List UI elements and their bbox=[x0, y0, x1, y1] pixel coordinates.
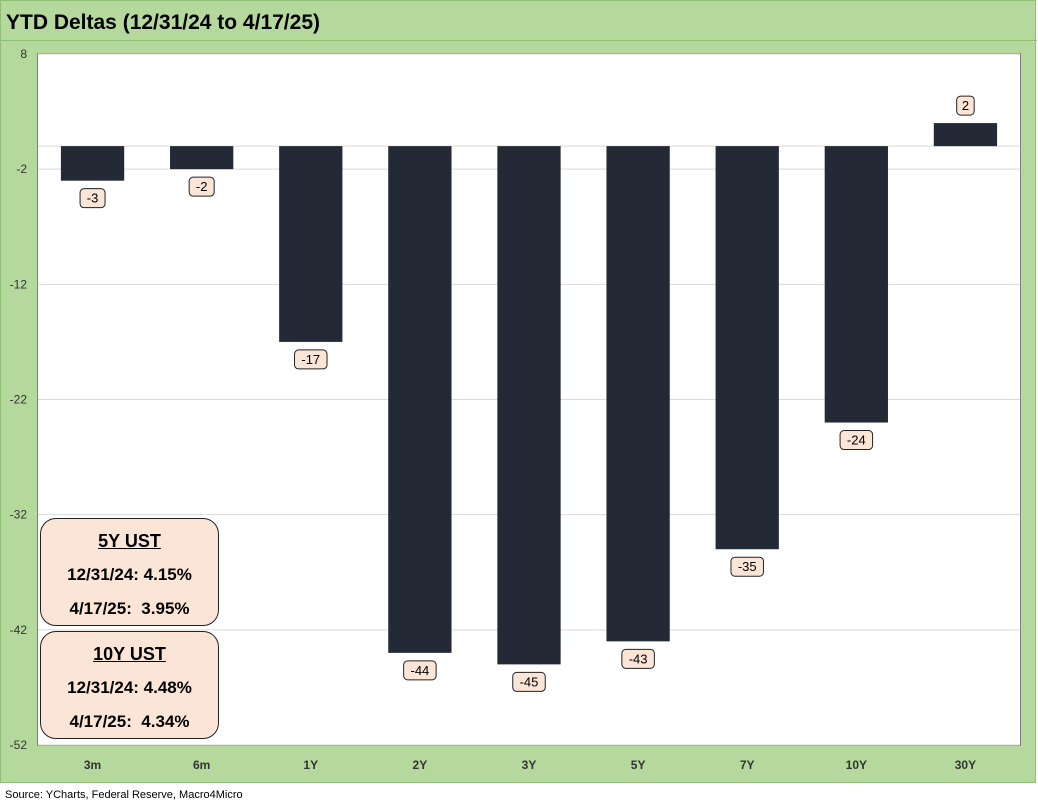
chart-title: YTD Deltas (12/31/24 to 4/17/25) bbox=[6, 11, 320, 34]
y-tick-label: -12 bbox=[10, 277, 28, 291]
data-label: -43 bbox=[629, 651, 648, 666]
x-tick-label: 2Y bbox=[413, 758, 428, 772]
data-label: -2 bbox=[196, 179, 208, 194]
y-tick-label: -32 bbox=[10, 508, 28, 522]
bar bbox=[933, 123, 998, 147]
data-label-box bbox=[839, 430, 874, 451]
bar bbox=[170, 146, 234, 170]
bar bbox=[60, 146, 125, 181]
data-label-box bbox=[79, 188, 106, 209]
x-tick-label: 5Y bbox=[631, 758, 646, 772]
title-divider bbox=[1, 40, 1037, 41]
data-label-box bbox=[730, 556, 764, 577]
data-label: -24 bbox=[847, 433, 866, 448]
y-tick-label: -22 bbox=[10, 393, 28, 407]
chart-svg: 8 -2 -12 -22 -32 -42 -52 3m -3 6m -2 1Y -17 2Y -44 3Y -4… bbox=[10, 47, 1020, 772]
bar bbox=[497, 146, 561, 665]
info-box-10y-line2: 4/17/25: 4.34% bbox=[69, 712, 190, 731]
bar bbox=[715, 146, 779, 550]
y-tick-label: -42 bbox=[10, 623, 28, 637]
x-tick-label: 7Y bbox=[740, 758, 755, 772]
data-label: -44 bbox=[410, 663, 429, 678]
data-label-box bbox=[403, 660, 437, 681]
x-tick-label: 10Y bbox=[846, 758, 867, 772]
info-box-5y-header: 5Y UST bbox=[98, 531, 161, 551]
info-box-10y-line1: 12/31/24: 4.48% bbox=[67, 678, 192, 697]
data-label-box bbox=[512, 671, 546, 692]
data-label-box bbox=[621, 648, 655, 669]
info-box-10y: 10Y UST 12/31/24: 4.48% 4/17/25: 4.34% bbox=[40, 631, 219, 739]
data-label-box bbox=[188, 176, 215, 197]
bar bbox=[388, 146, 452, 653]
bar bbox=[824, 146, 888, 423]
y-tick-label: -2 bbox=[16, 162, 27, 176]
data-label-box bbox=[956, 95, 975, 116]
info-box-5y-line1: 12/31/24: 4.15% bbox=[67, 565, 192, 584]
x-tick-label: 30Y bbox=[955, 758, 976, 772]
source-note: Source: YCharts, Federal Reserve, Macro4… bbox=[5, 789, 243, 801]
info-box-10y-header: 10Y UST bbox=[93, 644, 166, 664]
x-tick-label: 3m bbox=[84, 758, 101, 772]
data-label: 2 bbox=[962, 98, 969, 113]
info-box-5y-line2: 4/17/25: 3.95% bbox=[69, 599, 190, 618]
info-box-5y: 5Y UST 12/31/24: 4.15% 4/17/25: 3.95% bbox=[40, 518, 219, 626]
y-tick-label: 8 bbox=[20, 47, 27, 61]
data-label: -17 bbox=[301, 352, 320, 367]
x-tick-label: 6m bbox=[193, 758, 210, 772]
data-label: -45 bbox=[520, 674, 539, 689]
bar bbox=[606, 146, 670, 642]
data-label-box bbox=[294, 349, 328, 370]
bar bbox=[279, 146, 343, 342]
data-label: -3 bbox=[87, 191, 99, 206]
x-tick-label: 3Y bbox=[522, 758, 537, 772]
x-tick-label: 1Y bbox=[303, 758, 318, 772]
data-label: -35 bbox=[738, 559, 757, 574]
y-tick-label: -52 bbox=[10, 738, 28, 752]
